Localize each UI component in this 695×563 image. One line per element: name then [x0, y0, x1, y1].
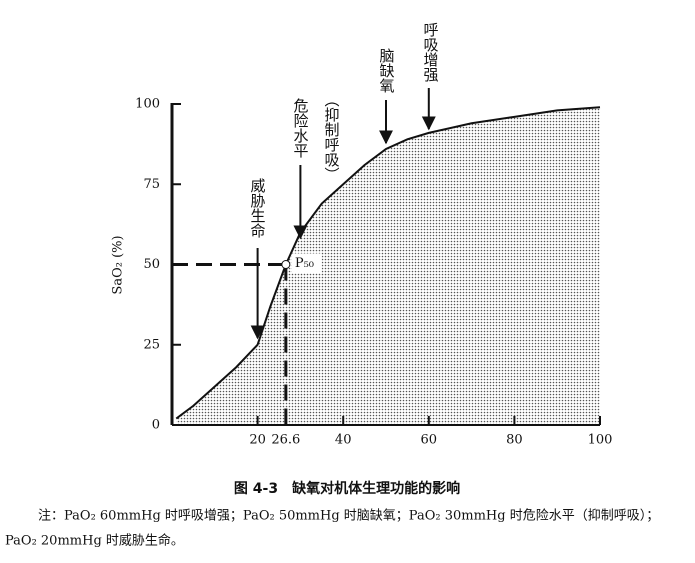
- p50-point: [281, 260, 291, 269]
- p50-box: [291, 253, 322, 274]
- area: [176, 107, 600, 426]
- annotation: 危险水平: [292, 98, 310, 158]
- caption: 图 4-3 缺氧对机体生理功能的影响: [234, 480, 460, 497]
- y-tick-label: 75: [143, 177, 160, 192]
- y-tick-label: 0: [152, 418, 160, 433]
- note: 注：PaO₂ 60mmHg 时呼吸增强；PaO₂ 50mmHg 时脑缺氧；PaO…: [38, 509, 659, 524]
- x-tick-label: 80: [506, 433, 523, 448]
- annotation: 威胁生命: [249, 178, 267, 238]
- y-tick-label: 100: [135, 97, 160, 112]
- y-axis-label: SaO₂ (%): [111, 235, 126, 294]
- x-tick-label: 100: [588, 433, 613, 448]
- x-tick-label: 20: [249, 433, 266, 448]
- note: PaO₂ 20mmHg 时威胁生命。: [5, 533, 184, 549]
- curve: [175, 106, 601, 420]
- x-tick-label: 40: [335, 433, 352, 448]
- annotation: 呼吸增强: [422, 22, 440, 83]
- y-tick-label: 25: [143, 337, 160, 352]
- p50-label: P₅₀: [295, 256, 314, 271]
- annotation: 脑缺氧: [378, 48, 396, 93]
- x-tick-label: 60: [421, 433, 438, 448]
- annotation: （抑制呼吸）: [323, 92, 341, 182]
- y-tick-label: 50: [143, 257, 160, 272]
- x-tick-label: 26.6: [271, 433, 300, 448]
